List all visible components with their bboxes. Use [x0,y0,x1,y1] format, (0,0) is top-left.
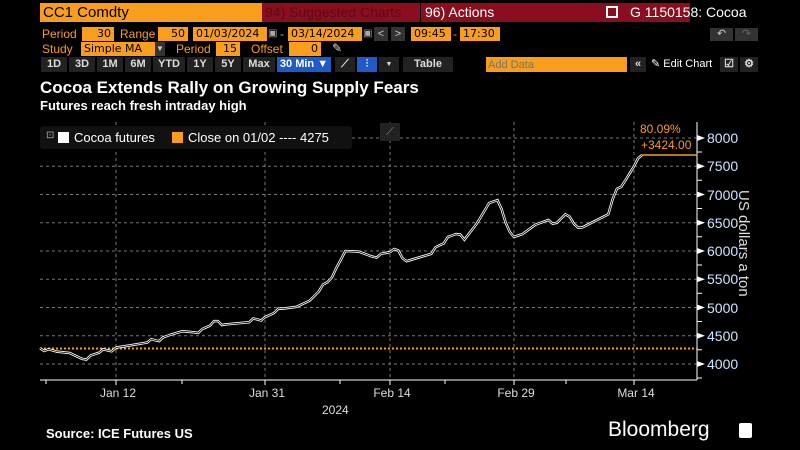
x-tick-label: Feb 29 [497,386,535,400]
range-1y[interactable]: 1Y [187,57,213,72]
annotation-pct: 80.09% [640,122,681,136]
chart-title: Cocoa Extends Rally on Growing Supply Fe… [40,78,419,97]
y-tick-marker [697,248,705,254]
range-3d[interactable]: 3D [69,57,95,72]
y-tick-label: 5500 [707,271,739,288]
legend-swatch-orange [172,132,183,143]
next-button[interactable]: > [391,27,405,41]
suggested-charts-menu[interactable]: 94) Suggested Charts [265,4,402,20]
calendar-icon[interactable]: ▣ [268,28,278,39]
undo-button[interactable]: ↶ [710,28,733,41]
offset-input[interactable]: 0 [289,42,321,56]
x-tick-label: Mar 14 [617,386,655,400]
bloomberg-logo: Bloomberg [608,418,710,441]
y-tick-label: 7000 [707,186,739,203]
legend-pin-icon[interactable]: ⊡ [46,130,55,141]
y-tick-label: 6000 [707,243,739,259]
y-tick-marker [697,163,705,170]
range-ytd[interactable]: YTD [153,57,185,72]
annotation-change: +3424.00 [641,138,692,152]
source-note: Source: ICE Futures US [46,426,193,441]
bloomberg-chart-icon [739,423,752,438]
cocoa-futures-line [39,154,643,361]
range-6m[interactable]: 6M [125,57,151,72]
y-tick-marker [697,219,705,226]
range-label: Range [120,27,156,41]
y-axis-label: US dollars a ton [735,190,752,297]
header-bar [262,3,690,22]
legend-item-cocoa[interactable]: Cocoa futures [74,130,155,145]
period-label: Period [42,27,77,41]
y-tick-label: 4500 [707,327,739,344]
ticker-field[interactable]: CC1 Comdty [40,3,262,22]
cocoa-futures-line-inner [39,154,643,360]
gear-icon[interactable]: ⚙ [740,57,758,72]
time-start-input[interactable]: 09:45 [411,27,451,41]
redo-button[interactable]: ↷ [735,28,758,41]
popout-icon[interactable] [606,6,618,18]
end-date-input[interactable]: 03/14/2024 [288,27,362,41]
period-input[interactable]: 30 [82,27,114,41]
study-select[interactable]: Simple MA [81,42,155,56]
actions-menu[interactable]: 96) Actions [420,3,494,22]
chart-subtitle: Futures reach fresh intraday high [40,98,247,113]
y-tick-label: 8000 [707,130,739,146]
y-tick-label: 4000 [707,356,739,372]
table-button[interactable]: Table [403,57,453,72]
pencil-icon[interactable]: ✎ [332,41,343,55]
collapse-icon[interactable]: « [630,57,646,72]
x-tick-label: Feb 14 [373,386,411,400]
y-tick-marker [697,135,705,141]
y-tick-label: 7500 [707,158,739,175]
x-tick-label: Jan 12 [99,386,137,400]
chevron-down-icon[interactable]: ▼ [379,57,399,72]
study-period-input[interactable]: 15 [216,42,240,56]
interval-select[interactable]: 30 Min ▼ [277,57,331,72]
bar-chart-icon[interactable]: ⫶ [357,57,377,72]
edit-chart-button[interactable]: ✎ Edit Chart [651,58,713,70]
y-tick-label: 5000 [707,299,739,316]
start-date-input[interactable]: 01/03/2024 [193,27,267,41]
time-end-input[interactable]: 17:30 [460,27,500,41]
prev-button[interactable]: < [374,27,388,41]
range-1m[interactable]: 1M [97,57,123,72]
y-tick-marker [697,332,705,339]
y-tick-label: 6500 [707,214,739,231]
line-chart-icon[interactable]: ⟋ [335,57,355,72]
calendar-icon[interactable]: ▣ [363,28,373,39]
x-axis-year: 2024 [322,403,349,417]
study-label: Study [42,42,73,56]
legend: ⊡ Cocoa futures Close on 01/02 ---- 4275 [40,126,352,149]
chevron-down-icon[interactable]: ▼ [155,42,165,56]
range-max[interactable]: Max [243,57,275,72]
y-tick-marker [697,361,705,367]
y-tick-marker [697,191,705,198]
date-dash: - [280,27,284,41]
y-tick-marker [697,276,705,283]
chart-type-icon[interactable]: ⟋ [380,123,400,141]
add-data-input[interactable] [486,57,627,72]
range-5y[interactable]: 5Y [215,57,241,72]
chart-id: G 1150158: Cocoa [630,4,747,20]
y-tick-marker [697,304,705,311]
time-dash: - [453,27,457,41]
study-period-label: Period [176,42,211,56]
x-tick-label: Jan 31 [248,386,286,400]
legend-swatch-white [58,132,69,143]
offset-label: Offset [251,42,283,56]
annotate-icon[interactable]: ☑ [720,57,738,72]
legend-item-close[interactable]: Close on 01/02 ---- 4275 [188,130,329,145]
edit-chart-label: Edit Chart [663,58,713,70]
range-1d[interactable]: 1D [41,57,67,72]
range-input[interactable]: 50 [158,27,188,41]
